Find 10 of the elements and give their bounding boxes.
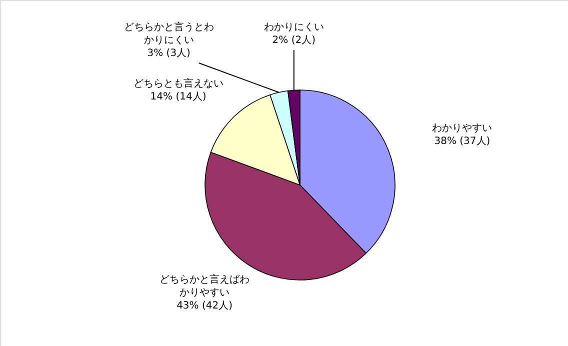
data-label: 14% (14人) bbox=[150, 92, 206, 103]
slice-label: どちらとも言えない bbox=[133, 78, 224, 90]
data-label: 38% (37人) bbox=[434, 136, 490, 148]
slice-label: わかりにくい bbox=[264, 22, 324, 33]
slice-label: どちらかと言えばわかりやすい bbox=[160, 273, 250, 298]
slice-label: どちらかと言うとわかりにくい bbox=[124, 21, 214, 46]
data-label: 2% (2人) bbox=[272, 35, 316, 46]
slice-label: わかりやすい bbox=[432, 123, 492, 134]
data-label: 43% (42人) bbox=[176, 300, 233, 312]
data-label: 3% (3人) bbox=[147, 48, 191, 59]
